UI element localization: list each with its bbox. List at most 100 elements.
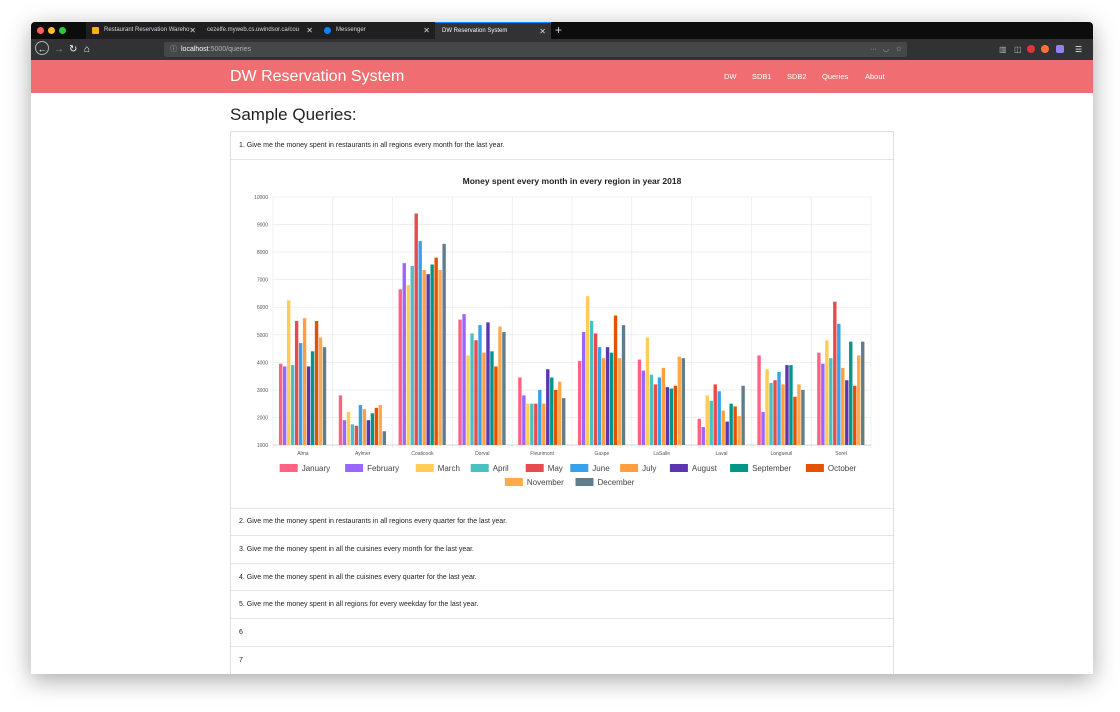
browser-toolbar: ← → ↻ ⌂ ⓘ localhost:5000/queries ··· ◡ ☆ … [31,39,1093,60]
url-host: localhost [181,46,209,53]
bar [793,396,797,445]
bar [314,321,319,445]
bar [490,351,494,445]
bar [733,406,737,445]
bar [486,322,490,445]
legend-label: December [598,478,635,487]
bar [649,374,654,445]
home-icon[interactable]: ⌂ [84,44,91,55]
bar [717,391,721,445]
library-icon[interactable]: ▥ [999,45,1007,54]
close-tab-icon[interactable]: ✕ [306,26,313,35]
container-icon[interactable] [1056,45,1064,53]
bar [534,403,538,445]
browser-tab-1[interactable]: Restaurant Reservation Wareho ✕ [86,22,201,39]
close-tab-icon[interactable]: ✕ [189,26,196,35]
legend-label: July [642,464,656,473]
bar [282,366,287,445]
query-item-6[interactable]: 6 [231,619,893,647]
bar [346,411,351,445]
bar [366,420,371,445]
bar [861,341,865,445]
nav-link-sdb2[interactable]: SDB2 [787,72,807,81]
bar [430,264,434,445]
bar [342,420,347,445]
folder-icon [92,27,99,34]
bar [482,352,486,445]
bar [709,400,713,445]
sidebar-icon[interactable]: ◫ [1014,45,1022,54]
legend-swatch [575,478,594,486]
page-actions-icon[interactable]: ··· [870,46,877,53]
nav-link-about[interactable]: About [865,72,885,81]
browser-tab-3[interactable]: Messenger ✕ [318,22,435,39]
legend-label: October [828,464,857,473]
nav-link-dw[interactable]: DW [724,72,737,81]
site-navbar: DW Reservation System DW SDB1 SDB2 Queri… [31,60,1093,93]
bar [641,370,646,445]
query-item-1[interactable]: 1. Give me the money spent in restaurant… [231,132,893,160]
legend-label: November [527,478,564,487]
zoom-window-dot[interactable] [59,27,66,34]
menu-icon[interactable]: ☰ [1075,45,1083,54]
bookmark-star-icon[interactable]: ☆ [895,46,902,53]
query-text: 7 [239,657,243,664]
bar [741,385,745,445]
y-tick-label: 4000 [257,360,268,366]
query-text: 1. Give me the money spent in restaurant… [239,142,505,149]
minimize-window-dot[interactable] [48,27,55,34]
bar [617,358,622,445]
query-item-5[interactable]: 5. Give me the money spent in all region… [231,591,893,619]
bar [414,213,418,445]
query-item-2[interactable]: 2. Give me the money spent in restaurant… [231,508,893,536]
legend-swatch [669,464,688,472]
bar [705,395,709,445]
bar [554,389,558,445]
site-brand[interactable]: DW Reservation System [230,68,405,85]
bar [494,366,498,445]
reload-icon[interactable]: ↻ [69,44,78,55]
browser-tab-2[interactable]: cezelfe.myweb.cs.uwindsor.ca/cou ✕ [201,22,318,39]
bar [789,365,793,445]
address-bar[interactable]: ⓘ localhost:5000/queries ··· ◡ ☆ [164,42,907,57]
bar [729,403,733,445]
nav-link-queries[interactable]: Queries [822,72,849,81]
bar [825,340,829,445]
bar [661,367,666,445]
close-window-dot[interactable] [37,27,44,34]
bar [833,301,837,445]
y-tick-label: 9000 [257,223,268,229]
close-tab-icon[interactable]: ✕ [539,27,546,36]
bar [853,385,857,445]
bar [841,367,845,445]
bar [645,337,650,445]
bar [374,407,379,445]
close-tab-icon[interactable]: ✕ [423,26,430,35]
nav-link-sdb1[interactable]: SDB1 [752,72,772,81]
extension-icon[interactable] [1041,45,1049,53]
bar [593,333,598,445]
bar [849,341,853,445]
forward-arrow-icon[interactable]: → [54,44,64,55]
bar [597,347,602,445]
legend-swatch [730,464,749,472]
query-item-4[interactable]: 4. Give me the money spent in all the cu… [231,564,893,591]
info-icon[interactable]: ⓘ [170,46,177,53]
adblock-icon[interactable] [1027,45,1035,53]
query-item-3[interactable]: 3. Give me the money spent in all the cu… [231,536,893,564]
bar [673,385,678,445]
y-tick-label: 1000 [257,443,268,449]
bar [657,377,662,445]
pocket-icon[interactable]: ◡ [882,46,889,53]
new-tab-button[interactable]: + [555,23,563,37]
browser-tab-title: Restaurant Reservation Wareho [104,27,190,33]
bar [769,383,773,445]
browser-tab-4[interactable]: DW Reservation System ✕ [435,22,551,39]
legend-label: May [548,464,563,473]
bar [498,326,502,445]
query-text: 6 [239,629,243,636]
bar [669,388,674,445]
back-arrow-icon[interactable]: ← [35,41,49,55]
query-item-7[interactable]: 7 [231,647,893,674]
y-tick-label: 10000 [254,195,268,201]
